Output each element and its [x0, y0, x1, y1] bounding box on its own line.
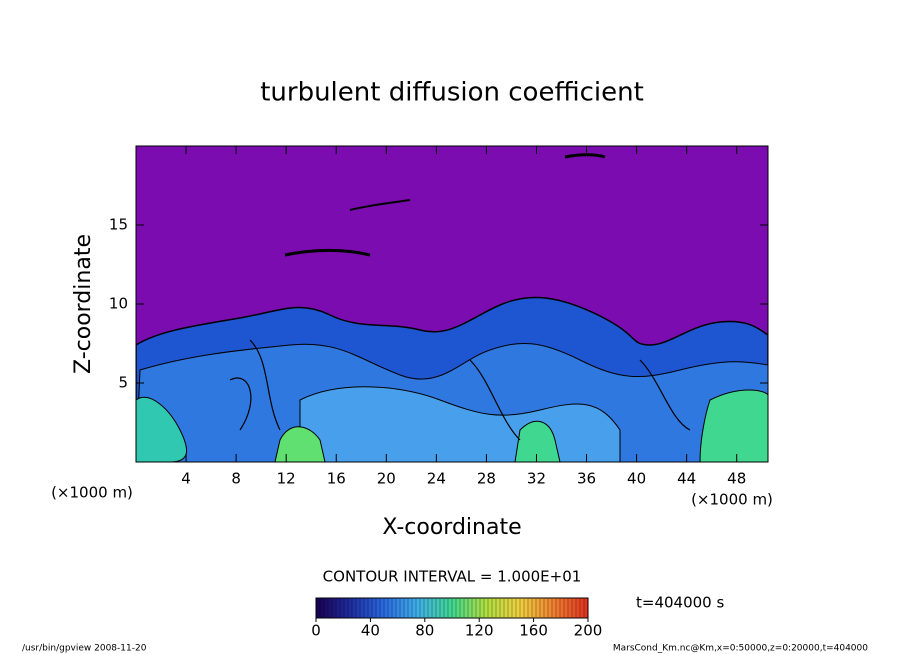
x-unit: (×1000 m)	[691, 491, 773, 509]
y-axis-label: Z-coordinate	[71, 234, 96, 374]
x-tick-label: 44	[677, 470, 696, 488]
colorbar-tick-label: 80	[415, 622, 434, 640]
x-tick-label: 16	[327, 470, 346, 488]
x-tick-label: 4	[181, 470, 191, 488]
contour-line	[564, 153, 606, 159]
colorbar-tick-label: 200	[574, 622, 603, 640]
x-tick-label: 24	[427, 470, 446, 488]
x-tick-label: 48	[727, 470, 746, 488]
footer-left: /usr/bin/gpview 2008-11-20	[22, 644, 147, 654]
y-unit: (×1000 m)	[51, 484, 133, 502]
time-label: t=404000 s	[636, 594, 724, 612]
x-tick-label: 32	[527, 470, 546, 488]
chart-title: turbulent diffusion coefficient	[260, 78, 644, 108]
field-region	[699, 389, 768, 462]
y-tick-label: 5	[118, 374, 128, 392]
contour-interval: CONTOUR INTERVAL = 1.000E+01	[323, 568, 582, 586]
colorbar-tick-label: 40	[361, 622, 380, 640]
x-tick-label: 40	[627, 470, 646, 488]
x-tick-label: 28	[477, 470, 496, 488]
contour-line	[229, 339, 691, 441]
y-tick-label: 10	[109, 295, 128, 313]
x-tick-label: 12	[277, 470, 296, 488]
footer-right: MarsCond_Km.nc@Km,x=0:50000,z=0:20000,t=…	[613, 644, 868, 654]
colorbar-tick-label: 0	[311, 622, 321, 640]
y-tick-label: 15	[109, 216, 128, 234]
x-tick-label: 8	[231, 470, 241, 488]
contour-line	[349, 199, 411, 211]
x-tick-label: 20	[377, 470, 396, 488]
colorbar-tick-label: 160	[519, 622, 548, 640]
contour-line	[284, 249, 371, 257]
x-tick-label: 36	[577, 470, 596, 488]
field-region	[514, 420, 561, 462]
x-axis-label: X-coordinate	[382, 515, 521, 540]
contour-field	[136, 146, 768, 462]
field-region	[274, 426, 326, 462]
colorbar-tick-label: 120	[465, 622, 494, 640]
